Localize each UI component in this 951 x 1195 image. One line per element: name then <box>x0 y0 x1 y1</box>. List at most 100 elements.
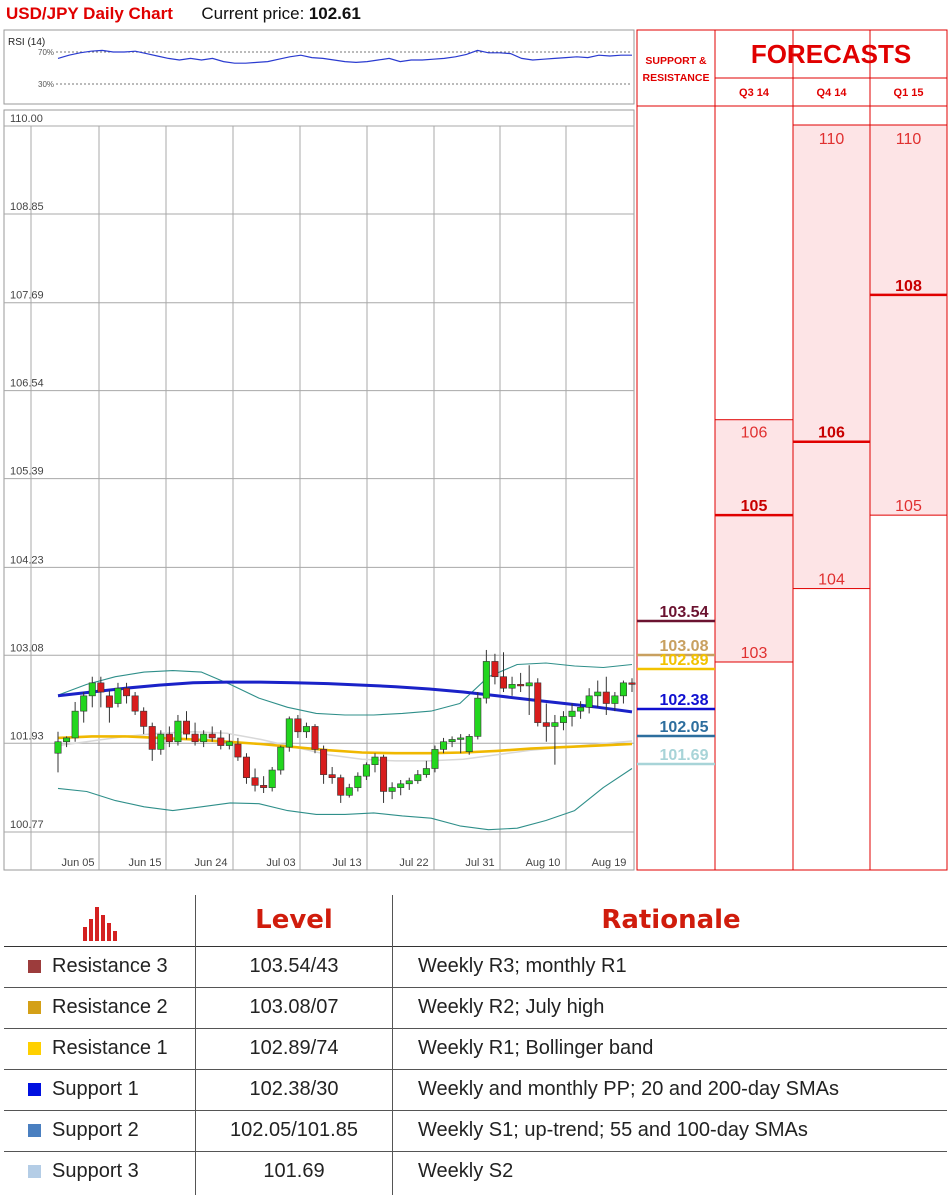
candle <box>594 680 602 708</box>
candle <box>380 754 388 803</box>
candle-body <box>268 769 276 788</box>
forecast-value-label: 105 <box>895 498 922 515</box>
candle-body <box>191 733 199 743</box>
usdjpy-chart: RSI (14)70% 30% 110.00 108.85 107.69 106.54 1… <box>3 29 948 871</box>
candle <box>123 682 131 704</box>
candle-body <box>105 695 113 708</box>
table-column-divider <box>195 895 196 1195</box>
forecast-value-label: 106 <box>741 425 768 442</box>
candle <box>140 707 148 735</box>
candle-body <box>517 684 525 687</box>
candle-body <box>302 726 310 733</box>
level-name: Support 3 <box>52 1160 139 1182</box>
rsi-upper-label: 70% <box>38 48 54 57</box>
table-row-divider <box>4 1151 947 1152</box>
candle-body <box>225 741 233 746</box>
candle-body <box>551 722 559 727</box>
candle-body <box>397 783 405 788</box>
forecast-range-box <box>714 419 794 663</box>
candle-body <box>294 718 302 733</box>
candle <box>397 779 405 796</box>
sr-header: RESISTANCE <box>643 72 710 84</box>
x-tick-label: Aug 19 <box>592 857 627 869</box>
sr-level-label: 103.54 <box>660 604 709 621</box>
candle-body <box>251 777 259 786</box>
candle <box>131 692 139 715</box>
candle <box>405 777 413 790</box>
candle <box>191 722 199 746</box>
candle-body <box>183 720 191 735</box>
candle-body <box>602 691 610 704</box>
level-value: 101.69 <box>263 1160 325 1182</box>
candle-body <box>457 737 465 740</box>
candle <box>54 731 62 773</box>
forecast-range-box <box>792 124 871 590</box>
forecast-value-label: 110 <box>819 131 845 148</box>
candle-body <box>337 777 345 796</box>
candle-body <box>328 774 336 778</box>
candle <box>551 714 559 765</box>
level-name: Resistance 3 <box>52 955 168 977</box>
candle-body <box>148 726 156 750</box>
x-tick-label: Jul 13 <box>332 857 361 869</box>
price-label: Current price: <box>201 4 305 23</box>
forecast-quarter-label: Q1 15 <box>894 87 924 99</box>
candle <box>354 772 362 792</box>
bar-chart-icon <box>82 905 118 941</box>
candle-body <box>217 737 225 746</box>
rationale-column-header: Rationale <box>601 905 741 935</box>
level-rationale: Weekly R1; Bollinger band <box>418 1037 654 1059</box>
sr-level-label: 102.89 <box>660 652 709 669</box>
candle <box>619 680 627 704</box>
candle <box>97 676 105 708</box>
candle-body <box>345 787 353 796</box>
candle <box>491 653 499 685</box>
x-tick-label: Jul 03 <box>266 857 295 869</box>
rsi-line <box>57 49 632 64</box>
level-color-swatch <box>28 1001 41 1014</box>
candle <box>208 726 216 742</box>
x-tick-label: Jun 15 <box>128 857 161 869</box>
candle <box>482 649 490 704</box>
table-row-divider <box>4 1110 947 1111</box>
candle <box>217 730 225 750</box>
forecast-range-box <box>869 124 948 516</box>
sr-level-label: 102.05 <box>660 719 709 736</box>
candle <box>602 676 610 715</box>
candle-body <box>260 785 268 788</box>
x-tick-label: Jun 24 <box>194 857 227 869</box>
forecast-quarter-label: Q4 14 <box>817 87 848 99</box>
candle <box>337 774 345 803</box>
forecast-value-label: 106 <box>818 425 845 442</box>
candle-body <box>71 710 79 739</box>
level-value: 102.89/74 <box>249 1037 339 1059</box>
candle <box>465 734 473 755</box>
x-tick-label: Aug 10 <box>526 857 561 869</box>
candle-body <box>54 741 62 754</box>
bollinger-upper-band <box>57 662 633 716</box>
level-color-swatch <box>28 1042 41 1055</box>
candle <box>525 665 533 715</box>
level-name: Resistance 1 <box>52 1037 168 1059</box>
candle-body <box>234 743 242 758</box>
candle <box>371 753 379 773</box>
candle <box>71 701 79 742</box>
price-value: 102.61 <box>308 4 361 23</box>
candle-body <box>88 682 96 697</box>
level-rationale: Weekly R3; monthly R1 <box>418 955 627 977</box>
candle <box>474 692 482 740</box>
candle-body <box>174 720 182 743</box>
candle <box>88 676 96 708</box>
candle <box>277 745 285 775</box>
candle <box>559 711 567 731</box>
table-header-divider <box>4 946 947 947</box>
chart-title: USD/JPY Daily Chart <box>6 4 173 23</box>
level-rationale: Weekly R2; July high <box>418 996 605 1018</box>
y-tick-label: 107.69 <box>10 290 44 302</box>
candle <box>200 730 208 748</box>
forecast-value-label: 104 <box>818 572 845 589</box>
candle <box>517 672 525 693</box>
candle <box>251 768 259 792</box>
level-color-swatch <box>28 1083 41 1096</box>
candle <box>165 726 173 748</box>
